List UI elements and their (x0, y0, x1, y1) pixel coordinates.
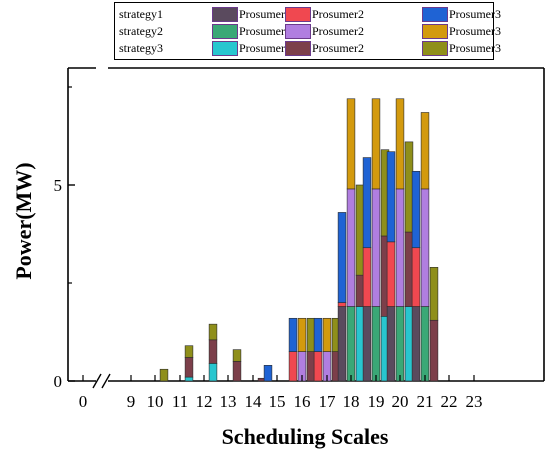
tick-layer: 0 5 0 9 10 11 12 13 14 15 16 17 18 19 20 21 22 23 (54, 86, 483, 411)
x-tick-label: 23 (466, 392, 483, 411)
x-tick-label: 20 (392, 392, 409, 411)
bar-segment (288, 351, 298, 382)
x-tick-label: 21 (417, 392, 434, 411)
x-tick-label: 13 (220, 392, 237, 411)
x-tick-label: 16 (294, 392, 311, 411)
legend-swatch (212, 7, 238, 22)
bar-segment (184, 376, 194, 382)
bar-segment (411, 247, 421, 307)
bar-segment (404, 231, 414, 307)
legend: strategy1 Prosumer1 Prosumer2 Prosumer3 stra… (114, 2, 501, 60)
bar-segment (386, 306, 396, 382)
legend-swatch (422, 7, 448, 22)
legend-strategy-label: strategy2 (119, 24, 163, 38)
legend-label: Prosumer2 (312, 41, 364, 55)
bar-segment (411, 306, 421, 382)
legend-swatch (422, 41, 448, 56)
bar-segment (395, 306, 405, 382)
bar-layer (159, 98, 439, 382)
x-tick-label: 17 (319, 392, 337, 411)
bar-segment (288, 317, 298, 352)
legend-label: Prosumer1 (239, 24, 291, 38)
x-axis-title: Scheduling Scales (221, 424, 389, 449)
bar-segment (208, 339, 218, 364)
legend-swatch (212, 41, 238, 56)
y-axis-title: Power(MW) (11, 162, 36, 280)
x-tick-label: 22 (441, 392, 458, 411)
bar-segment (420, 112, 430, 190)
legend-swatch (285, 41, 311, 56)
legend-label: Prosumer1 (239, 41, 291, 55)
legend-strategy-label: strategy3 (119, 41, 163, 55)
bar-segment (411, 170, 421, 249)
legend-label: Prosumer2 (312, 7, 364, 21)
bar-segment (386, 151, 396, 243)
bar-segment (371, 306, 381, 382)
legend-label: Prosumer3 (449, 24, 501, 38)
bar-segment (404, 306, 414, 382)
bar-segment (263, 365, 273, 382)
x-tick-label: 19 (368, 392, 385, 411)
bar-segment (346, 188, 356, 307)
x-tick-label: 11 (172, 392, 188, 411)
legend-label: Prosumer3 (449, 7, 501, 21)
bar-segment (313, 351, 323, 382)
bar-segment (371, 188, 381, 307)
x-tick-label: 0 (79, 392, 88, 411)
legend-swatch (285, 24, 311, 39)
bar-segment (306, 351, 316, 382)
bar-segment (420, 188, 430, 307)
y-tick-label: 0 (54, 372, 63, 391)
bar-segment (386, 241, 396, 307)
bar-segment (313, 317, 323, 352)
legend-label: Prosumer3 (449, 41, 501, 55)
bar-segment (306, 317, 316, 352)
bar-segment (232, 361, 242, 382)
bar-segment (159, 368, 169, 382)
legend-label: Prosumer2 (312, 24, 364, 38)
bar-segment (371, 98, 381, 190)
bar-segment (355, 274, 365, 307)
bar-segment (429, 267, 439, 321)
bar-segment (322, 317, 332, 352)
bar-segment (346, 306, 356, 382)
bar-segment (355, 306, 365, 382)
axis-break-mark (101, 373, 111, 389)
bar-segment (395, 188, 405, 307)
legend-strategy-label: strategy1 (119, 7, 163, 21)
bar-segment (355, 184, 365, 276)
x-tick-label: 12 (196, 392, 213, 411)
bar-segment (208, 363, 218, 382)
bar-segment (337, 306, 347, 382)
bar-segment (337, 302, 347, 307)
bar-segment (404, 141, 414, 233)
x-tick-label: 9 (127, 392, 136, 411)
x-tick-label: 10 (147, 392, 164, 411)
x-tick-label: 15 (269, 392, 286, 411)
x-tick-label: 18 (343, 392, 360, 411)
bar-segment (297, 317, 307, 352)
bar-segment (395, 98, 405, 190)
bar-segment (420, 306, 430, 382)
bar-segment (337, 212, 347, 303)
bar-segment (346, 98, 356, 190)
bar-segment (184, 357, 194, 378)
x-tick-label: 14 (245, 392, 263, 411)
axis-break-mark (92, 373, 102, 389)
bar-segment (232, 349, 242, 362)
legend-swatch (212, 24, 238, 39)
bar-segment (429, 319, 439, 382)
bar-segment (184, 345, 194, 358)
legend-label: Prosumer1 (239, 7, 291, 21)
bar-segment (362, 306, 372, 382)
bar-segment (362, 247, 372, 307)
legend-swatch (285, 7, 311, 22)
bar-segment (208, 323, 218, 341)
bar-segment (362, 157, 372, 249)
y-tick-label: 5 (54, 176, 63, 195)
legend-swatch (422, 24, 448, 39)
